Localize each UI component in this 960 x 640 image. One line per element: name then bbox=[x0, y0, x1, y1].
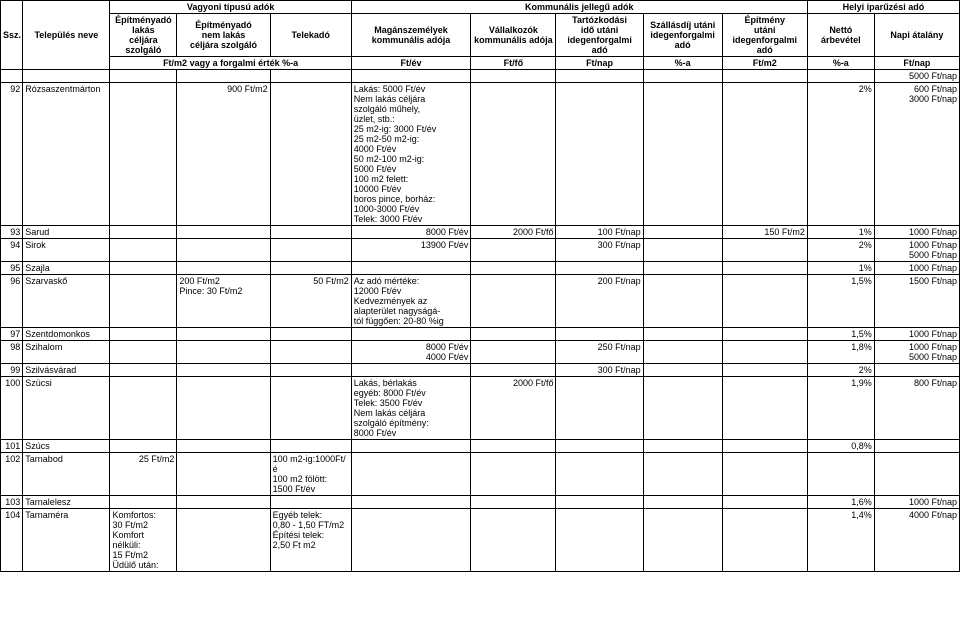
table-row: 104 Tarnaméra Komfortos: 30 Ft/m2 Komfor… bbox=[1, 509, 960, 572]
col-epit: Építmény utáni idegenforgalmi adó bbox=[722, 14, 807, 57]
col-lakas: Építményadó lakás céljára szolgáló bbox=[110, 14, 177, 57]
col-magan: Magánszemélyek kommunális adója bbox=[351, 14, 471, 57]
col-netto: Nettó árbevétel bbox=[807, 14, 874, 57]
cell-napi: 5000 Ft/nap bbox=[874, 70, 959, 83]
unit-ftfo: Ft/fő bbox=[471, 57, 556, 70]
col-ssz: Ssz. bbox=[1, 1, 23, 70]
unit-ftnap2: Ft/nap bbox=[874, 57, 959, 70]
table-row: 103 Tarnalelesz 1,6% 1000 Ft/nap bbox=[1, 496, 960, 509]
unit-pct2: %-a bbox=[807, 57, 874, 70]
unit-vagyoni: Ft/m2 vagy a forgalmi érték %-a bbox=[110, 57, 351, 70]
table-row: 95 Szajla 1% 1000 Ft/nap bbox=[1, 262, 960, 275]
table-row: 101 Szúcs 0,8% bbox=[1, 440, 960, 453]
group-vagyoni: Vagyoni típusú adók bbox=[110, 1, 351, 14]
table-row: 93 Sarud 8000 Ft/év 2000 Ft/fő 100 Ft/na… bbox=[1, 226, 960, 239]
unit-ftm2: Ft/m2 bbox=[722, 57, 807, 70]
col-tart: Tartózkodási idő utáni idegenforgalmi ad… bbox=[556, 14, 643, 57]
table-header: Ssz. Település neve Vagyoni típusú adók … bbox=[1, 1, 960, 70]
table-row: 94 Sirok 13900 Ft/év 300 Ft/nap 2% 1000 … bbox=[1, 239, 960, 262]
table-row: 100 Szücsi Lakás, bérlakás egyéb: 8000 F… bbox=[1, 377, 960, 440]
col-vall: Vállalkozók kommunális adója bbox=[471, 14, 556, 57]
col-szall: Szállásdíj utáni idegenforgalmi adó bbox=[643, 14, 722, 57]
table-row: 99 Szilvásvárad 300 Ft/nap 2% bbox=[1, 364, 960, 377]
col-napi: Napi átalány bbox=[874, 14, 959, 57]
table-row: 97 Szentdomonkos 1,5% 1000 Ft/nap bbox=[1, 328, 960, 341]
tax-table: Ssz. Település neve Vagyoni típusú adók … bbox=[0, 0, 960, 572]
table-row: 102 Tarnabod 25 Ft/m2 100 m2-ig:1000Ft/é… bbox=[1, 453, 960, 496]
col-telepules: Település neve bbox=[23, 1, 110, 70]
col-nemlakas: Építményadó nem lakás céljára szolgáló bbox=[177, 14, 270, 57]
unit-ftnap: Ft/nap bbox=[556, 57, 643, 70]
unit-pct: %-a bbox=[643, 57, 722, 70]
table-row: 92 Rózsaszentmárton 900 Ft/m2 Lakás: 500… bbox=[1, 83, 960, 226]
table-row: 96 Szarvaskő 200 Ft/m2 Pince: 30 Ft/m2 5… bbox=[1, 275, 960, 328]
unit-ftev: Ft/év bbox=[351, 57, 471, 70]
col-telekado: Telekadó bbox=[270, 14, 351, 57]
group-helyi: Helyi iparűzési adó bbox=[807, 1, 959, 14]
group-kommunalis: Kommunális jellegű adók bbox=[351, 1, 807, 14]
table-row: 5000 Ft/nap bbox=[1, 70, 960, 83]
table-row: 98 Szihalom 8000 Ft/év 4000 Ft/év 250 Ft… bbox=[1, 341, 960, 364]
